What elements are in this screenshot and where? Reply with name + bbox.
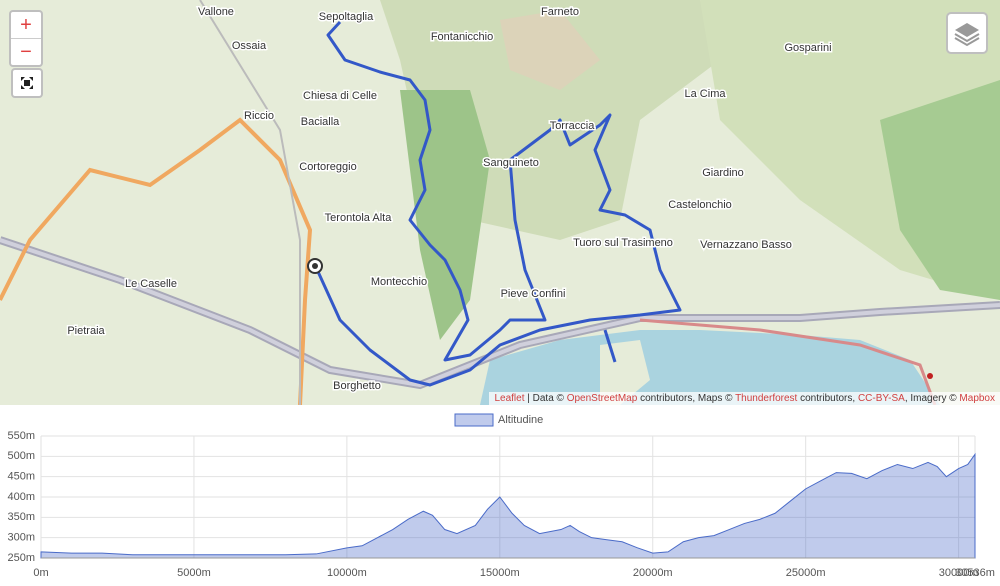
place-label: Tuoro sul Trasimeno xyxy=(573,237,673,249)
place-label: Sanguineto xyxy=(483,157,539,169)
place-label: Vallone xyxy=(198,6,234,18)
x-tick-label: 5000m xyxy=(177,567,211,579)
place-label: Gosparini xyxy=(784,42,831,54)
area xyxy=(40,452,976,559)
attribution-link[interactable]: CC-BY-SA xyxy=(857,393,905,404)
x-tick-label: 30536m xyxy=(955,567,995,579)
layers-button[interactable] xyxy=(946,12,988,54)
place-label: Riccio xyxy=(244,110,274,122)
x-tick-label: 25000m xyxy=(786,567,826,579)
place-label: Pieve Confini xyxy=(501,288,566,300)
y-tick-label: 350m xyxy=(7,511,35,523)
attribution-link[interactable]: OpenStreetMap xyxy=(566,393,638,404)
y-tick-label: 400m xyxy=(7,491,35,503)
y-tick-label: 450m xyxy=(7,471,35,483)
place-label: Ossaia xyxy=(232,40,267,52)
attribution-text: | Data © xyxy=(524,393,567,404)
attribution: Leaflet | Data © OpenStreetMap contribut… xyxy=(489,392,1000,405)
place-label: Giardino xyxy=(702,167,744,179)
elevation-chart: 250m 300m 350m 400m 450m 500m 550m 0m 5000m 10000… xyxy=(7,413,995,579)
y-tick-label: 550m xyxy=(7,430,35,442)
place-label: Sepoltaglia xyxy=(319,11,374,23)
x-tick-label: 20000m xyxy=(633,567,673,579)
place-label: Pietraia xyxy=(67,325,105,337)
fullscreen-button[interactable] xyxy=(11,68,43,98)
zoom-control: + − xyxy=(9,10,43,67)
attribution-text: contributors, xyxy=(797,393,858,404)
place-label: Borghetto xyxy=(333,380,381,392)
place-label: Bacialla xyxy=(301,116,340,128)
zoom-out-button[interactable]: − xyxy=(20,41,32,63)
place-label: Chiesa di Celle xyxy=(303,90,377,102)
x-tick-label: 0m xyxy=(33,567,48,579)
y-tick-label: 300m xyxy=(7,532,35,544)
place-label: Terontola Alta xyxy=(325,212,393,224)
x-tick-label: 10000m xyxy=(327,567,367,579)
place-label: Montecchio xyxy=(371,276,427,288)
place-label: Fontanicchio xyxy=(431,31,493,43)
place-label: Farneto xyxy=(541,6,579,18)
attribution-text: contributors, Maps © xyxy=(637,393,736,404)
attribution-link[interactable]: Thunderforest xyxy=(735,393,798,404)
legend-swatch xyxy=(454,413,494,427)
map-tiles: Vallone Sepoltaglia Farneto Fontanicchio… xyxy=(0,0,1000,405)
x-tick-label: 15000m xyxy=(480,567,520,579)
y-tick-label: 250m xyxy=(7,552,35,564)
place-label: Cortoreggio xyxy=(299,161,356,173)
place-label: Le Caselle xyxy=(125,278,177,290)
place-label: Vernazzano Basso xyxy=(700,239,792,251)
attribution-link[interactable]: Leaflet xyxy=(494,393,525,404)
attribution-link[interactable]: Mapbox xyxy=(959,393,995,404)
y-tick-label: 500m xyxy=(7,450,35,462)
zoom-in-button[interactable]: + xyxy=(11,12,41,39)
place-label: Torraccia xyxy=(550,120,596,132)
map[interactable]: Vallone Sepoltaglia Farneto Fontanicchio… xyxy=(0,0,1000,405)
attribution-text: , Imagery © xyxy=(904,393,960,404)
place-label: Castelonchio xyxy=(668,199,732,211)
place-label: La Cima xyxy=(685,88,727,100)
x-tick-label: 30000m xyxy=(939,567,979,579)
legend-label: Altitudine xyxy=(498,414,543,426)
